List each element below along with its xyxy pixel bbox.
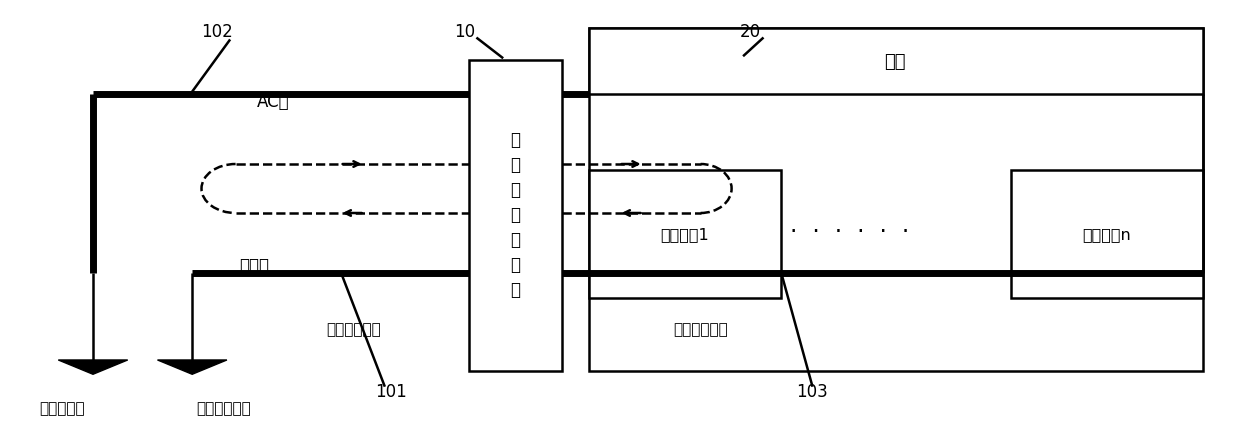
Text: ·  ·  ·  ·  ·  ·: · · · · · · [790, 220, 909, 244]
Text: 检测信号发送: 检测信号发送 [326, 322, 381, 338]
Bar [589, 28, 1203, 94]
Text: 电器设备1: 电器设备1 [661, 227, 709, 242]
Text: 排插: 排插 [884, 53, 906, 71]
Text: 101: 101 [374, 383, 407, 401]
Polygon shape [58, 360, 128, 374]
Text: AC地: AC地 [257, 93, 289, 111]
Text: 10: 10 [454, 23, 476, 41]
Polygon shape [157, 360, 227, 374]
Text: 设备地: 设备地 [239, 257, 269, 275]
Text: 103: 103 [796, 383, 828, 401]
Text: 检测信号接收: 检测信号接收 [673, 322, 728, 338]
Text: 外部设备地桩: 外部设备地桩 [196, 401, 250, 417]
Text: 电器设备n: 电器设备n [1083, 227, 1131, 242]
Bar [589, 28, 1203, 371]
Bar [589, 170, 781, 298]
Text: 20: 20 [739, 23, 761, 41]
Text: 102: 102 [201, 23, 233, 41]
Text: 接
地
线
监
测
装
置: 接 地 线 监 测 装 置 [510, 131, 521, 299]
Bar [1011, 170, 1203, 298]
Bar [469, 60, 562, 371]
Text: 交流充电桩: 交流充电桩 [40, 401, 84, 417]
